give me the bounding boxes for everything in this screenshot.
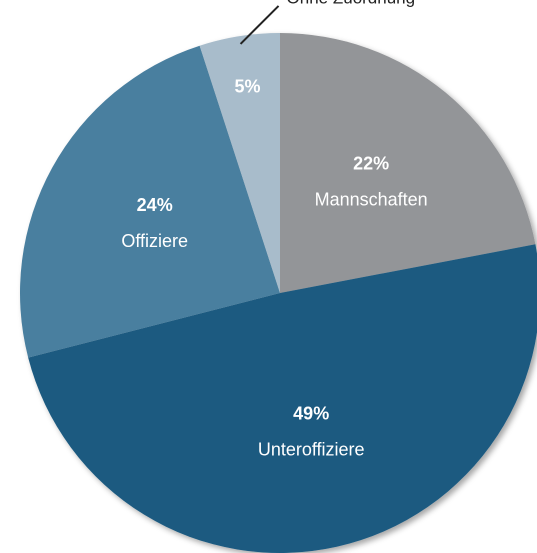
pie-slice (280, 33, 536, 293)
slice-percent: 5% (234, 76, 260, 96)
leader-line (239, 5, 280, 45)
pie-slice (19, 45, 280, 358)
slice-percent: 24% (137, 195, 173, 215)
pie-slice (199, 33, 280, 293)
slice-percent: 49% (293, 403, 329, 423)
slice-percent: 22% (353, 154, 389, 174)
slice-name: Ohne Zuordnung (287, 0, 416, 7)
slice-name: Unteroffiziere (258, 439, 365, 459)
pie (19, 33, 537, 553)
slice-name: Mannschaften (315, 190, 428, 210)
slice-name: Offiziere (121, 231, 188, 251)
pie-slice (28, 244, 537, 553)
